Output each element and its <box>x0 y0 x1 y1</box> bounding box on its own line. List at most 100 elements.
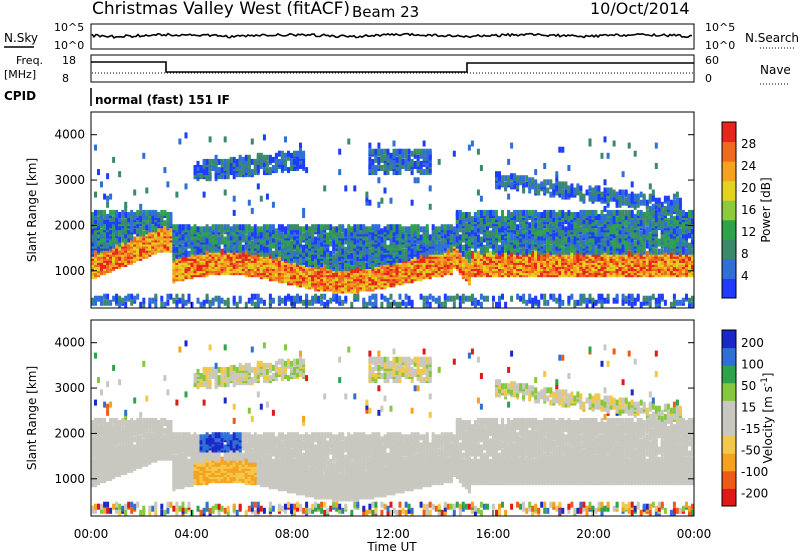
power-cell <box>410 236 414 243</box>
power-cell <box>271 165 275 171</box>
power-cell <box>323 185 327 192</box>
power-cell <box>344 295 348 302</box>
power-cell <box>226 173 230 180</box>
power-cell <box>365 234 369 241</box>
power-cell <box>265 193 269 200</box>
power-cell <box>175 252 179 259</box>
power-cell <box>205 224 209 231</box>
power-cell <box>338 295 342 302</box>
power-cell <box>253 158 257 165</box>
power-cell <box>109 299 113 306</box>
power-cell <box>431 230 435 237</box>
power-cell <box>528 222 532 229</box>
power-cell <box>461 212 465 218</box>
power-cell <box>193 165 197 171</box>
power-cell <box>106 299 110 306</box>
power-cell <box>238 295 242 302</box>
power-cell <box>452 301 456 308</box>
power-cell <box>271 250 275 257</box>
power-cell <box>525 230 529 237</box>
power-cell <box>205 230 209 237</box>
power-cell <box>398 301 402 308</box>
power-cell <box>392 242 396 249</box>
power-cell <box>461 230 465 237</box>
power-cell <box>268 167 272 174</box>
power-cell <box>250 297 254 304</box>
power-cell <box>338 299 342 306</box>
power-cell <box>455 226 459 233</box>
power-cell <box>537 248 541 255</box>
power-cell <box>302 163 306 169</box>
power-cell <box>136 222 140 229</box>
power-cell <box>473 297 477 304</box>
power-cell <box>335 293 339 300</box>
power-cell <box>202 230 206 237</box>
power-cell <box>573 299 577 306</box>
power-cell <box>368 199 372 206</box>
power-cell <box>425 224 429 231</box>
power-cell <box>525 209 529 216</box>
power-cell <box>250 207 254 214</box>
power-cell <box>157 226 161 233</box>
power-cell <box>341 224 345 231</box>
power-cell <box>537 218 541 225</box>
power-cell <box>467 212 471 218</box>
power-cell <box>184 183 188 190</box>
power-cell <box>208 240 212 247</box>
freq-right-tick-bottom: 0 <box>705 72 712 85</box>
power-cell <box>100 295 103 302</box>
power-cell <box>573 212 577 218</box>
power-cell <box>208 171 212 178</box>
power-cell <box>91 297 94 304</box>
power-cell <box>262 134 266 141</box>
power-cell <box>280 242 284 249</box>
power-cell <box>452 226 456 233</box>
power-cell <box>232 195 236 202</box>
power-cell <box>371 293 375 300</box>
frequency-trace <box>91 61 694 73</box>
power-cell <box>287 293 290 300</box>
power-cell <box>274 246 278 253</box>
power-cell <box>422 232 426 239</box>
power-cell <box>202 226 206 233</box>
power-cell <box>287 224 290 231</box>
power-cell <box>570 212 574 218</box>
power-cell <box>449 234 453 241</box>
power-cell <box>106 293 110 300</box>
power-cell <box>549 191 553 198</box>
power-cell <box>178 224 182 231</box>
power-cell <box>296 297 299 304</box>
power-cell <box>510 142 514 149</box>
power-cell <box>552 238 556 245</box>
power-cell <box>311 295 315 302</box>
power-cell <box>181 224 185 231</box>
power-cell <box>133 189 137 196</box>
power-cell <box>244 154 248 161</box>
power-cell <box>250 293 254 300</box>
power-cell <box>106 222 110 229</box>
power-cell <box>600 301 604 308</box>
power-cell <box>127 236 131 243</box>
power-cell <box>232 160 236 167</box>
power-cell <box>455 209 459 216</box>
power-cell <box>380 165 384 171</box>
power-cell <box>410 158 414 165</box>
power-cell <box>290 152 293 159</box>
power-cell <box>443 232 447 239</box>
power-cell <box>573 187 577 194</box>
power-cell <box>154 209 158 216</box>
power-cell <box>443 224 447 231</box>
power-cell <box>416 148 420 155</box>
power-cell <box>238 224 242 231</box>
power-cell <box>458 295 462 302</box>
power-cell <box>461 244 465 251</box>
power-cell <box>425 242 429 249</box>
power-cell <box>148 301 152 308</box>
power-cell <box>284 295 287 302</box>
power-cell <box>476 234 480 241</box>
power-cell <box>473 250 477 257</box>
nave-label: Nave <box>760 63 791 77</box>
power-cell <box>296 246 299 253</box>
power-cell <box>510 234 514 241</box>
power-cell <box>94 214 97 220</box>
